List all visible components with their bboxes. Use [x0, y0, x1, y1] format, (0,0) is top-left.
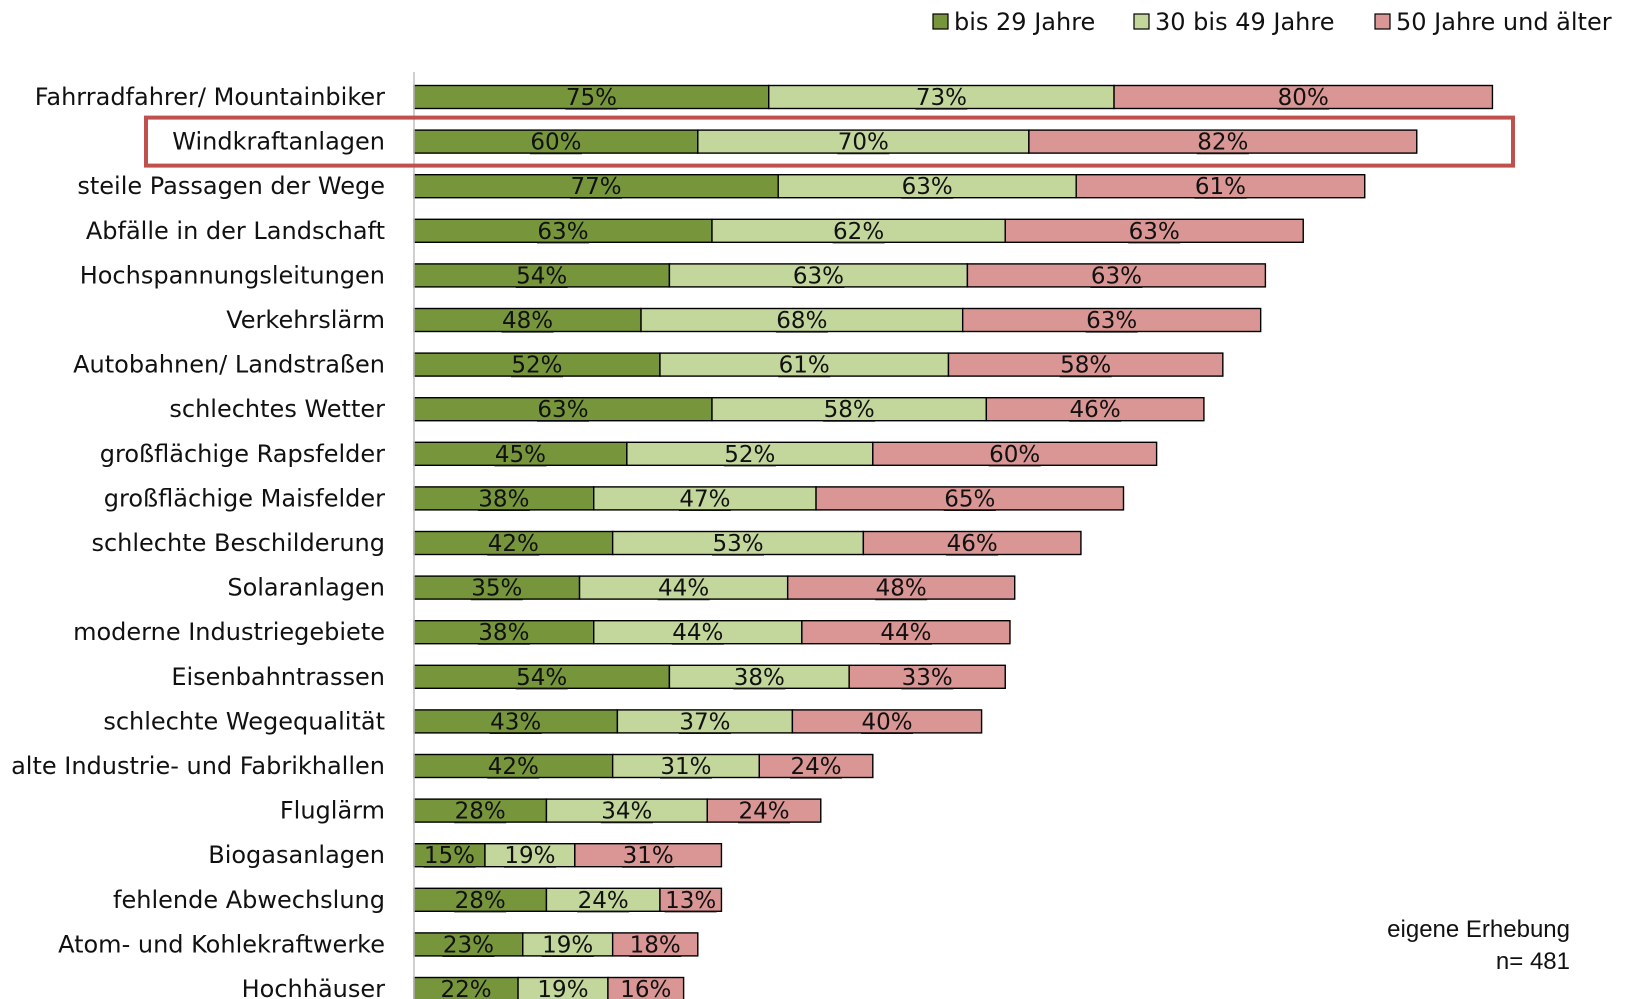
sample-size-note: n= 481	[1495, 948, 1570, 975]
value-label-ab50-verkehrslaerm: 63%	[1086, 308, 1137, 334]
category-label-fluglaerm: Fluglärm	[280, 797, 385, 825]
value-label-bis49-fluglaerm: 34%	[601, 799, 652, 825]
value-label-bis49-atom-und-kohlekraftwerke: 19%	[542, 932, 593, 958]
value-label-ab50-alte-industrie-und-fabrikhallen: 24%	[790, 754, 841, 780]
category-label-solaranlagen: Solaranlagen	[227, 574, 385, 602]
category-label-fehlende-abwechslung: fehlende Abwechslung	[113, 886, 385, 914]
value-label-bis29-fahrradfahrer-mountainbiker: 75%	[566, 85, 617, 111]
value-label-bis29-steile-passagen-der-wege: 77%	[571, 174, 622, 200]
highlight-box-windkraftanlagen	[144, 115, 1515, 168]
category-label-grossflaechige-rapsfelder: großflächige Rapsfelder	[100, 440, 385, 468]
value-label-ab50-moderne-industriegebiete: 44%	[880, 620, 931, 646]
category-label-hochhaeuser: Hochhäuser	[242, 975, 386, 999]
value-label-bis49-schlechtes-wetter: 58%	[824, 397, 875, 423]
value-label-bis29-biogasanlagen: 15%	[424, 843, 475, 869]
value-label-bis29-verkehrslaerm: 48%	[502, 308, 553, 334]
value-label-ab50-fahrradfahrer-mountainbiker: 80%	[1278, 85, 1329, 111]
value-label-bis49-biogasanlagen: 19%	[504, 843, 555, 869]
legend-swatch-bis49	[1133, 13, 1150, 30]
bars-group: 75% 73% 80% 60% 70% 82% 77% 63% 61% 63% 62% 63% 54% 6…	[413, 84, 1494, 999]
value-label-bis29-fehlende-abwechslung: 28%	[455, 888, 506, 914]
source-note: eigene Erhebung	[1387, 916, 1570, 943]
value-label-ab50-steile-passagen-der-wege: 61%	[1195, 174, 1246, 200]
category-label-biogasanlagen: Biogasanlagen	[208, 841, 385, 869]
value-label-ab50-grossflaechige-rapsfelder: 60%	[989, 442, 1040, 468]
bar-ab50-hochhaeuser	[607, 976, 685, 999]
value-label-bis29-alte-industrie-und-fabrikhallen: 42%	[488, 754, 539, 780]
category-label-alte-industrie-und-fabrikhallen: alte Industrie- und Fabrikhallen	[11, 752, 385, 780]
category-label-grossflaechige-maisfelder: großflächige Maisfelder	[104, 484, 385, 512]
value-label-bis29-autobahnen-landstrassen: 52%	[511, 353, 562, 379]
value-label-ab50-abfaelle-in-der-landschaft: 63%	[1129, 219, 1180, 245]
value-label-ab50-solaranlagen: 48%	[876, 576, 927, 602]
value-label-bis49-alte-industrie-und-fabrikhallen: 31%	[660, 754, 711, 780]
category-label-atom-und-kohlekraftwerke: Atom- und Kohlekraftwerke	[58, 930, 385, 958]
value-label-bis29-grossflaechige-maisfelder: 38%	[478, 486, 529, 512]
value-label-bis29-solaranlagen: 35%	[471, 576, 522, 602]
value-label-bis29-eisenbahntrassen: 54%	[516, 665, 567, 691]
category-label-fahrradfahrer-mountainbiker: Fahrradfahrer/ Mountainbiker	[35, 83, 385, 111]
category-label-abfaelle-in-der-landschaft: Abfälle in der Landschaft	[86, 217, 385, 245]
value-label-bis49-hochhaeuser: 19%	[537, 977, 588, 999]
value-label-bis49-abfaelle-in-der-landschaft: 62%	[833, 219, 884, 245]
value-label-ab50-schlechtes-wetter: 46%	[1070, 397, 1121, 423]
value-label-bis49-solaranlagen: 44%	[658, 576, 709, 602]
value-label-ab50-fluglaerm: 24%	[738, 799, 789, 825]
value-label-ab50-eisenbahntrassen: 33%	[902, 665, 953, 691]
category-label-windkraftanlagen: Windkraftanlagen	[172, 128, 385, 156]
value-label-bis49-hochspannungsleitungen: 63%	[793, 263, 844, 289]
value-label-bis49-verkehrslaerm: 68%	[776, 308, 827, 334]
value-label-ab50-schlechte-beschilderung: 46%	[947, 531, 998, 557]
category-label-schlechtes-wetter: schlechtes Wetter	[169, 395, 385, 423]
category-label-schlechte-wegequalitaet: schlechte Wegequalität	[103, 707, 385, 735]
category-labels: Fahrradfahrer/ Mountainbiker Windkraftanl…	[11, 83, 385, 999]
legend-label-bis29: bis 29 Jahre	[954, 8, 1095, 36]
value-label-bis29-schlechte-beschilderung: 42%	[488, 531, 539, 557]
legend-swatch-bis29	[932, 13, 949, 30]
category-label-autobahnen-landstrassen: Autobahnen/ Landstraßen	[73, 351, 385, 379]
value-label-bis49-eisenbahntrassen: 38%	[734, 665, 785, 691]
category-label-eisenbahntrassen: Eisenbahntrassen	[171, 663, 385, 691]
value-label-ab50-fehlende-abwechslung: 13%	[665, 888, 716, 914]
value-label-bis29-windkraftanlagen: 60%	[530, 130, 581, 156]
value-label-ab50-windkraftanlagen: 82%	[1197, 130, 1248, 156]
category-label-moderne-industriegebiete: moderne Industriegebiete	[73, 618, 385, 646]
value-label-ab50-grossflaechige-maisfelder: 65%	[944, 486, 995, 512]
legend: bis 29 Jahre 30 bis 49 Jahre 50 Jahre und …	[932, 8, 1612, 36]
legend-label-ab50: 50 Jahre und älter	[1396, 8, 1612, 36]
value-label-bis29-atom-und-kohlekraftwerke: 23%	[443, 932, 494, 958]
value-label-bis49-autobahnen-landstrassen: 61%	[779, 353, 830, 379]
legend-label-bis49: 30 bis 49 Jahre	[1155, 8, 1334, 36]
value-label-bis29-hochhaeuser: 22%	[440, 977, 491, 999]
legend-swatch-ab50	[1374, 13, 1391, 30]
value-label-ab50-hochspannungsleitungen: 63%	[1091, 263, 1142, 289]
category-label-verkehrslaerm: Verkehrslärm	[226, 306, 385, 334]
value-label-bis29-grossflaechige-rapsfelder: 45%	[495, 442, 546, 468]
value-label-bis49-grossflaechige-rapsfelder: 52%	[724, 442, 775, 468]
category-label-hochspannungsleitungen: Hochspannungsleitungen	[80, 261, 385, 289]
value-label-ab50-atom-und-kohlekraftwerke: 18%	[630, 932, 681, 958]
value-label-bis49-grossflaechige-maisfelder: 47%	[679, 486, 730, 512]
value-label-bis29-abfaelle-in-der-landschaft: 63%	[537, 219, 588, 245]
value-label-bis49-moderne-industriegebiete: 44%	[672, 620, 723, 646]
value-label-bis49-steile-passagen-der-wege: 63%	[902, 174, 953, 200]
value-label-ab50-schlechte-wegequalitaet: 40%	[861, 709, 912, 735]
value-label-bis29-moderne-industriegebiete: 38%	[478, 620, 529, 646]
value-label-bis29-fluglaerm: 28%	[455, 799, 506, 825]
value-label-ab50-hochhaeuser: 16%	[620, 977, 671, 999]
value-label-bis29-schlechtes-wetter: 63%	[537, 397, 588, 423]
value-label-bis49-windkraftanlagen: 70%	[838, 130, 889, 156]
value-label-bis49-schlechte-wegequalitaet: 37%	[679, 709, 730, 735]
value-label-bis29-hochspannungsleitungen: 54%	[516, 263, 567, 289]
value-label-bis29-schlechte-wegequalitaet: 43%	[490, 709, 541, 735]
category-label-steile-passagen-der-wege: steile Passagen der Wege	[77, 172, 385, 200]
value-label-ab50-autobahnen-landstrassen: 58%	[1060, 353, 1111, 379]
value-label-bis49-schlechte-beschilderung: 53%	[712, 531, 763, 557]
value-label-ab50-biogasanlagen: 31%	[623, 843, 674, 869]
value-label-bis49-fehlende-abwechslung: 24%	[578, 888, 629, 914]
value-label-bis49-fahrradfahrer-mountainbiker: 73%	[916, 85, 967, 111]
category-label-schlechte-beschilderung: schlechte Beschilderung	[91, 529, 385, 557]
